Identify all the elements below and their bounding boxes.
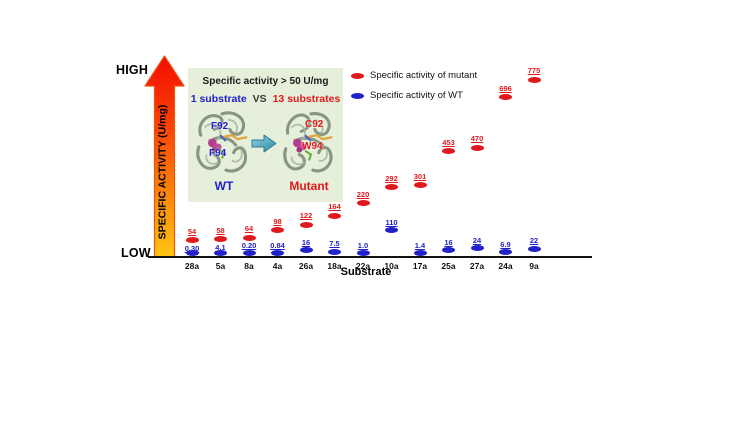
wt-legend-swatch-icon (351, 92, 364, 99)
mutant-point (499, 94, 512, 101)
mutant-value-label: 64 (244, 224, 254, 234)
legend-row-wt: Specific activity of WT (351, 90, 463, 101)
wt-point (185, 250, 199, 257)
inset-wt-substrate-count: 1 substrate (190, 93, 247, 105)
mutant-point (242, 234, 256, 241)
wt-protein-structure (196, 111, 248, 173)
inset-panel: Specific activity > 50 U/mg 1 substrate … (188, 68, 343, 202)
mutant-point (356, 200, 370, 207)
wt-to-mutant-arrow-icon (251, 134, 277, 153)
mutant-value-label: 164 (328, 202, 341, 212)
substrate-tick-label: 9a (529, 260, 539, 271)
mutant-point (185, 237, 199, 243)
mutant-point (413, 182, 427, 189)
wt-point (299, 247, 313, 254)
mutant-legend-label: Specific activity of mutant (370, 70, 478, 81)
mutant-point (470, 144, 484, 151)
wt-residue-f92: F92 (211, 121, 229, 132)
wt-value-label: 110 (385, 217, 398, 227)
wt-point (413, 250, 427, 257)
mutant-value-label: 54 (187, 226, 197, 236)
wt-value-label: 6.9 (500, 239, 511, 249)
mutant-value-label: 58 (216, 225, 225, 235)
substrate-tick-label: 5a (215, 260, 226, 271)
x-axis-title: Substrate (340, 266, 392, 278)
wt-point (242, 250, 256, 257)
mutant-value-label: 98 (273, 216, 282, 226)
wt-value-label: 0.84 (270, 240, 285, 250)
mutant-point (299, 221, 313, 228)
wt-point (442, 247, 455, 254)
mutant-point (385, 184, 398, 191)
inset-vs-text: VS (252, 93, 267, 105)
mutant-value-label: 696 (499, 83, 512, 93)
substrate-tick-label: 18a (327, 260, 342, 271)
substrate-tick-label: 8a (244, 260, 254, 271)
wt-point (214, 249, 227, 256)
wt-legend-label: Specific activity of WT (370, 90, 463, 101)
wt-point (470, 245, 484, 252)
mutant-residue-w94: W94 (302, 141, 323, 152)
mutant-value-label: 470 (470, 134, 484, 144)
mutant-point (214, 236, 227, 243)
mutant-protein-structure (283, 112, 333, 173)
y-axis-high-label: HIGH (116, 63, 149, 77)
substrate-tick-label: 24a (498, 260, 513, 271)
substrate-tick-label: 10a (384, 260, 399, 271)
mutant-residue-c92: C92 (305, 119, 324, 130)
mutant-structure-label: Mutant (289, 179, 329, 193)
wt-value-label: 1.0 (357, 240, 369, 250)
inset-title: Specific activity > 50 U/mg (202, 76, 329, 87)
wt-value-label: 22 (529, 236, 539, 246)
inset-comparison: 1 substrate VS 13 substrates (188, 93, 343, 105)
wt-point (527, 245, 541, 252)
mutant-point (527, 76, 541, 83)
wt-point (499, 249, 512, 256)
substrate-tick-label: 17a (412, 260, 428, 271)
mutant-value-label: 301 (413, 171, 427, 181)
wt-residue-f94: F94 (209, 148, 227, 159)
substrate-tick-label: 27a (469, 260, 485, 271)
wt-point (385, 227, 398, 234)
legend-row-mutant: Specific activity of mutant (351, 70, 477, 81)
substrate-tick-label: 28a (184, 260, 200, 271)
x-axis-line (148, 256, 592, 258)
wt-value-label: 0.30 (184, 243, 200, 253)
mutant-value-label: 122 (299, 211, 313, 221)
wt-point (356, 250, 370, 257)
mutant-value-label: 292 (385, 173, 398, 183)
wt-value-label: 16 (301, 237, 311, 247)
wt-value-label: 1.4 (414, 240, 426, 250)
wt-value-label: 24 (472, 235, 482, 245)
wt-point (271, 250, 284, 257)
wt-value-label: 0.20 (241, 241, 257, 251)
mutant-value-label: 775 (527, 66, 541, 76)
mutant-point (442, 148, 455, 155)
substrate-tick-label: 25a (441, 260, 456, 271)
wt-value-label: 4.1 (215, 242, 226, 252)
wt-point (328, 248, 341, 255)
wt-value-label: 7.5 (329, 239, 340, 249)
mutant-point (328, 212, 341, 219)
mutant-legend-swatch-icon (351, 72, 364, 79)
mutant-value-label: 453 (442, 137, 455, 147)
mutant-value-label: 220 (356, 189, 370, 199)
mutant-point (271, 227, 284, 234)
y-axis-low-label: LOW (121, 246, 151, 260)
substrate-tick-label: 4a (272, 260, 283, 271)
wt-value-label: 16 (444, 237, 453, 247)
wt-structure-label: WT (214, 179, 234, 193)
substrate-tick-label: 22a (355, 260, 371, 271)
substrate-tick-label: 26a (298, 260, 314, 271)
inset-mutant-substrate-count: 13 substrates (272, 93, 341, 105)
